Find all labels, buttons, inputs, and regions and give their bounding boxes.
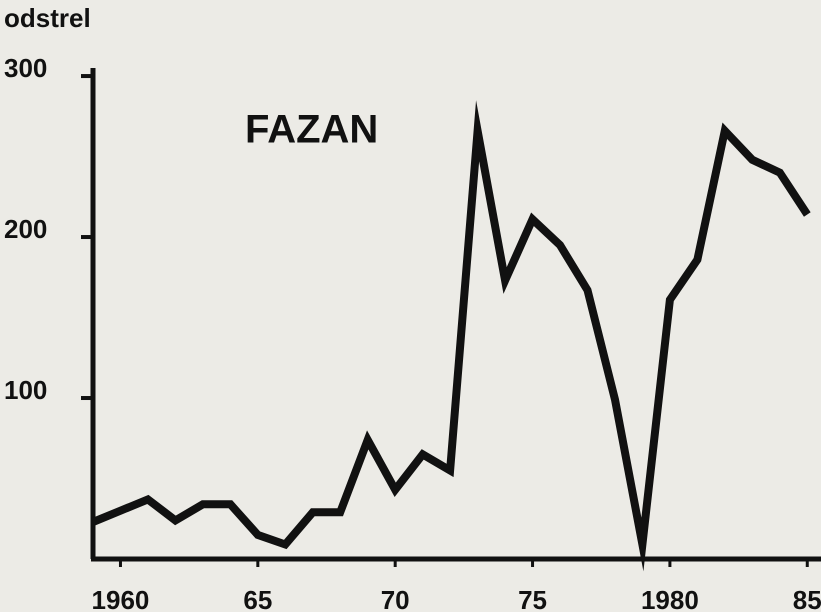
y-tick-label: 100 [4, 375, 47, 405]
data-line [91, 100, 811, 572]
x-tick-label: 85 [793, 585, 821, 612]
y-axis-label: odstrel [4, 3, 91, 33]
x-tick-label: 70 [381, 585, 410, 612]
x-tick-label: 65 [243, 585, 272, 612]
x-tick-label: 1960 [92, 585, 150, 612]
chart-title: FAZAN [245, 108, 378, 152]
y-tick-label: 300 [4, 53, 47, 83]
x-tick-label: 1980 [641, 585, 699, 612]
y-tick-label: 200 [4, 214, 47, 244]
x-tick-label: 75 [518, 585, 547, 612]
